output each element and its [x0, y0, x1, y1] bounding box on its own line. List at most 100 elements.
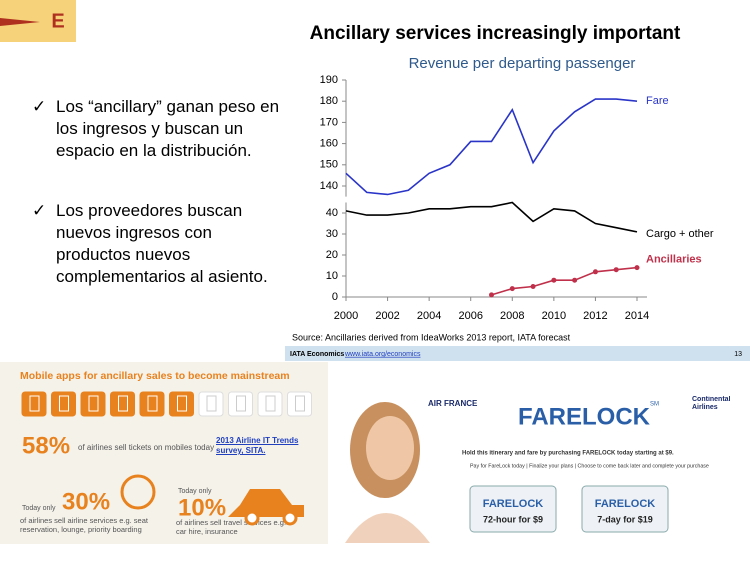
marker [530, 284, 536, 289]
stat1: 58% [22, 432, 70, 459]
air-france: AIR FRANCE [428, 399, 478, 408]
phone-screen [88, 395, 99, 412]
phone-screen [147, 395, 158, 412]
link-box: 2013 Airline IT Trends survey, SITA. [216, 436, 299, 455]
x-tick-label: 2014 [625, 310, 649, 322]
sm: SM [650, 402, 659, 408]
person-face [366, 416, 414, 480]
chart-subtitle: Revenue per departing passenger [409, 55, 636, 72]
source: Source: Ancillaries derived from IdeaWor… [292, 332, 571, 342]
phone-icon [287, 391, 312, 417]
marker [572, 277, 578, 283]
phone-screen [59, 395, 69, 412]
stat3-text: of airlines sell travel services e.g. ca… [176, 518, 287, 536]
steps-text: Pay for FareLock today | Finalize your p… [470, 463, 709, 469]
x-tick-label: 2004 [417, 310, 441, 322]
stat3-box: of airlines sell travel services e.g. ca… [176, 518, 287, 536]
y-tick-label: 10 [326, 270, 338, 282]
x-tick-label: 2008 [500, 310, 524, 322]
continental: Continental Airlines [692, 396, 731, 411]
today2: Today only [178, 488, 212, 495]
phone-icon [21, 391, 47, 417]
phone-icon [80, 391, 106, 417]
bullet: ✓ Los “ancillary” ganan peso en los ingre… [32, 96, 282, 162]
marker [551, 277, 557, 283]
logo: E [51, 10, 64, 32]
line [345, 98, 638, 196]
today1: Today only [22, 505, 56, 512]
y-tick-label: 20 [326, 249, 338, 261]
stat2: 30% [62, 488, 110, 515]
phone-icons [21, 391, 312, 417]
y2-tick-label: 170 [320, 116, 338, 128]
phone-screen [206, 395, 217, 412]
phone-icon [198, 391, 224, 417]
y-tick-label: 0 [332, 291, 338, 303]
stat3: 10% [178, 494, 226, 521]
link[interactable]: 2013 Airline IT Trends survey, SITA. [216, 436, 299, 455]
marker [509, 286, 515, 292]
marker [634, 265, 640, 271]
phone-icon [169, 391, 194, 417]
globe-icon [120, 474, 156, 510]
series-label: Fare [646, 95, 669, 107]
button[interactable] [581, 485, 669, 533]
phone-icon [257, 391, 283, 417]
line [345, 201, 638, 233]
y2-tick-label: 150 [320, 159, 338, 171]
y-tick-label: 40 [326, 207, 338, 219]
button[interactable] [469, 485, 557, 533]
car-icon [228, 489, 304, 517]
y-tick-label: 30 [326, 228, 338, 240]
footer-org: IATA Economics [290, 351, 344, 358]
x-tick-label: 2002 [375, 310, 399, 322]
buttons: FARELOCK 72-hour for $9 FARELOCK 7-day for … [469, 485, 669, 533]
y2-tick-label: 190 [320, 74, 338, 86]
y2-tick-label: 180 [320, 95, 338, 107]
hold-text: Hold this itinerary and fare by purchasi… [462, 451, 674, 457]
series-label: Ancillaries [646, 254, 702, 266]
x-tick-label: 2000 [334, 310, 358, 322]
button-brand: FARELOCK [595, 498, 656, 510]
phone-icon [228, 391, 253, 417]
x-tick-label: 2012 [583, 310, 607, 322]
bullet-text: Los proveedores buscan nuevos ingresos c… [56, 201, 268, 286]
phone-icon [139, 391, 165, 417]
marker [613, 267, 619, 273]
wheel [244, 510, 260, 526]
wheel [282, 510, 298, 526]
info-title: Mobile apps for ancillary sales to becom… [20, 370, 290, 382]
bullet: ✓ Los proveedores buscan nuevos ingresos … [32, 200, 282, 288]
logo-arrow [0, 18, 40, 26]
stat2-box: of airlines sell airline services e.g. s… [20, 516, 148, 534]
page-number: 13 [734, 351, 742, 358]
marker [592, 269, 598, 275]
stat1-text: of airlines sell tickets on mobiles toda… [78, 443, 214, 452]
phone-screen [265, 395, 276, 412]
button-label: 72-hour for $9 [483, 514, 543, 524]
phone-screen [177, 395, 187, 412]
check: ✓ [32, 201, 47, 220]
phone-screen [236, 395, 246, 412]
line [491, 266, 638, 296]
x-tick-label: 2006 [458, 310, 482, 322]
check: ✓ [32, 97, 47, 116]
footer-url: www.iata.org/economics [344, 351, 421, 358]
phone-icon [110, 391, 135, 417]
y2-tick-label: 160 [320, 138, 338, 150]
person-body [345, 513, 430, 543]
series-label: Cargo + other [646, 228, 714, 240]
phone-screen [295, 395, 305, 412]
bullet-text: Los “ancillary” ganan peso en los ingres… [56, 97, 280, 160]
continental-box: Continental Airlines [692, 396, 731, 411]
button-label: 7-day for $19 [597, 514, 653, 524]
marker [489, 292, 494, 298]
button-brand: FARELOCK [483, 498, 544, 510]
phone-screen [29, 395, 40, 412]
y2-tick-label: 140 [320, 180, 338, 192]
farelock-brand: FARELOCK [518, 403, 651, 430]
chart-title: Ancillary services increasingly importan… [310, 23, 681, 44]
footer-bar [285, 346, 750, 361]
